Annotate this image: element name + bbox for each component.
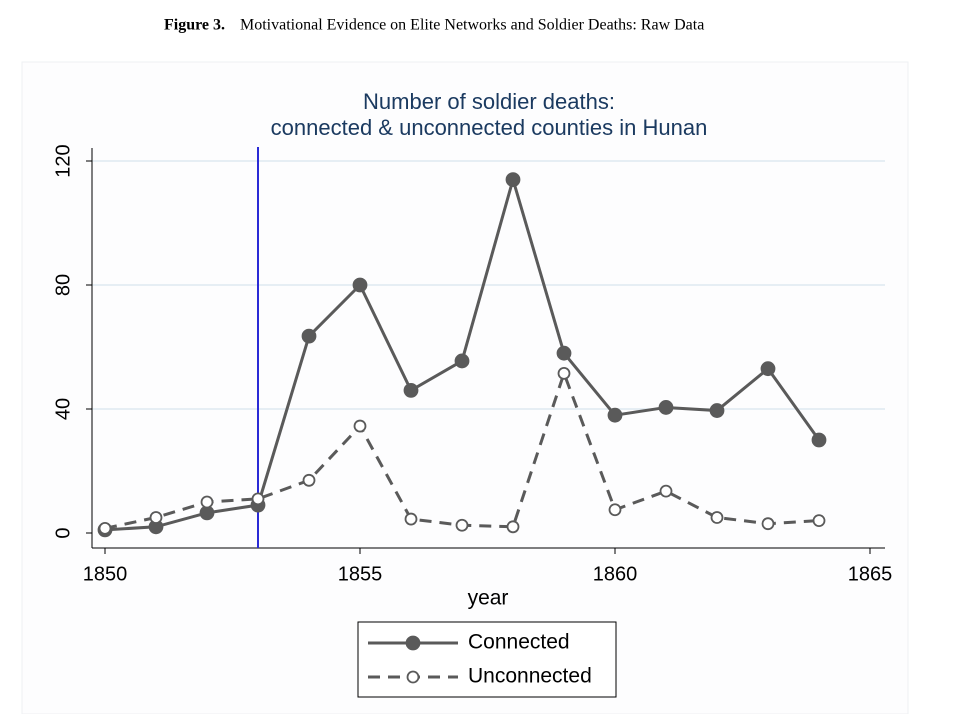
data-point bbox=[352, 277, 368, 293]
data-point bbox=[251, 492, 265, 506]
data-point bbox=[709, 403, 725, 418]
legend-marker bbox=[406, 670, 420, 684]
x-tick-label: 1855 bbox=[338, 563, 383, 585]
data-point bbox=[506, 520, 520, 534]
chart-panel bbox=[21, 61, 909, 715]
data-point bbox=[403, 382, 419, 398]
legend-marker bbox=[405, 635, 421, 651]
figure-caption: Motivational Evidence on Elite Networks … bbox=[240, 17, 704, 34]
legend-label: Connected bbox=[468, 631, 570, 654]
x-tick-label: 1860 bbox=[593, 563, 638, 585]
legend bbox=[357, 621, 617, 698]
data-point bbox=[301, 328, 317, 344]
data-point bbox=[455, 518, 469, 532]
x-axis-label: year bbox=[468, 587, 509, 610]
chart-title: Number of soldier deaths: bbox=[363, 89, 615, 114]
data-point bbox=[608, 503, 622, 517]
data-point bbox=[760, 361, 776, 377]
y-tick-label: 0 bbox=[52, 527, 74, 538]
data-point bbox=[812, 514, 826, 527]
figure-label: Figure 3. bbox=[164, 17, 225, 34]
data-point bbox=[454, 353, 470, 369]
data-point bbox=[658, 400, 674, 415]
y-tick-label: 120 bbox=[52, 144, 74, 177]
data-point bbox=[98, 521, 112, 535]
data-point bbox=[404, 512, 418, 526]
data-point bbox=[353, 419, 367, 433]
y-tick-label: 80 bbox=[52, 274, 74, 296]
y-tick-label: 40 bbox=[52, 398, 74, 420]
data-point bbox=[200, 495, 214, 509]
x-tick-label: 1865 bbox=[848, 563, 893, 585]
chart-title: connected & unconnected counties in Huna… bbox=[271, 115, 708, 140]
data-point bbox=[811, 432, 827, 448]
data-point bbox=[505, 172, 521, 188]
data-point bbox=[149, 511, 163, 524]
data-point bbox=[659, 484, 673, 498]
x-tick-label: 1850 bbox=[83, 563, 128, 585]
data-point bbox=[556, 345, 572, 361]
legend-label: Unconnected bbox=[468, 665, 592, 688]
data-point bbox=[302, 473, 316, 487]
data-point bbox=[557, 366, 571, 380]
data-point bbox=[761, 517, 775, 531]
data-point bbox=[710, 511, 724, 524]
data-point bbox=[607, 407, 623, 423]
